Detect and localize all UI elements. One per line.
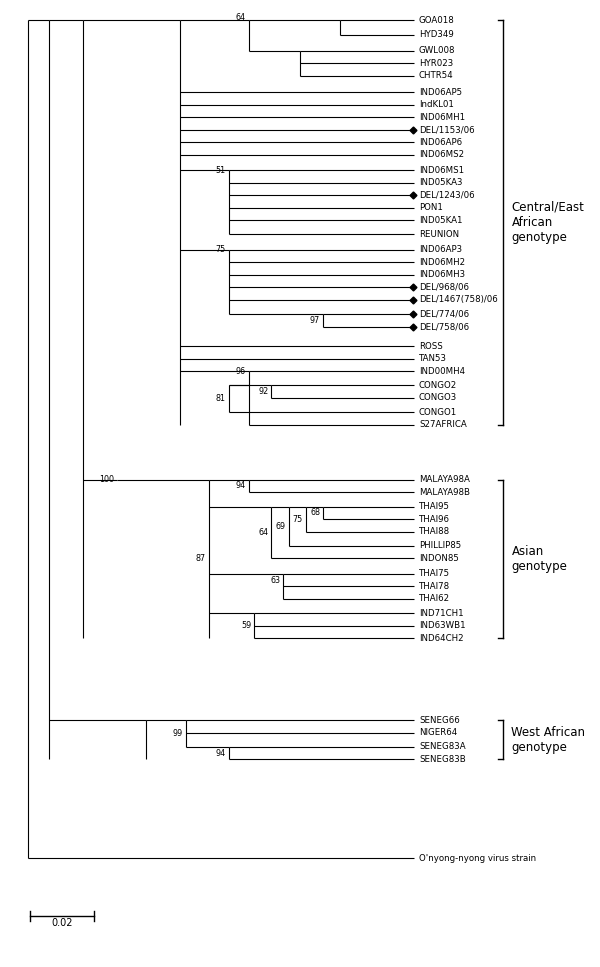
Text: 97: 97 <box>310 316 320 325</box>
Text: Central/East
African
genotype: Central/East African genotype <box>511 201 584 244</box>
Text: DEL/968/06: DEL/968/06 <box>419 283 469 292</box>
Text: DEL/758/06: DEL/758/06 <box>419 322 469 332</box>
Text: THAI96: THAI96 <box>419 514 450 523</box>
Text: SENEG83A: SENEG83A <box>419 743 466 751</box>
Text: IND06MH3: IND06MH3 <box>419 271 465 279</box>
Text: IND06AP5: IND06AP5 <box>419 88 462 97</box>
Text: IND05KA1: IND05KA1 <box>419 216 463 224</box>
Text: 94: 94 <box>215 748 226 758</box>
Text: THAI75: THAI75 <box>419 570 450 578</box>
Text: IND06MH1: IND06MH1 <box>419 113 465 122</box>
Text: DEL/1467(758)/06: DEL/1467(758)/06 <box>419 295 497 305</box>
Text: TAN53: TAN53 <box>419 354 447 363</box>
Text: 51: 51 <box>215 165 226 175</box>
Text: 81: 81 <box>215 395 226 403</box>
Text: 92: 92 <box>259 387 269 396</box>
Text: S27AFRICA: S27AFRICA <box>419 421 467 429</box>
Text: DEL/774/06: DEL/774/06 <box>419 309 469 319</box>
Text: THAI78: THAI78 <box>419 582 450 591</box>
Text: CONGO3: CONGO3 <box>419 394 457 402</box>
Text: IND06MS1: IND06MS1 <box>419 165 464 175</box>
Text: IND06MH2: IND06MH2 <box>419 258 465 267</box>
Text: 0.02: 0.02 <box>51 918 73 927</box>
Text: THAI88: THAI88 <box>419 527 450 536</box>
Text: SENEG83B: SENEG83B <box>419 755 466 764</box>
Text: GWL008: GWL008 <box>419 46 455 55</box>
Text: IndKL01: IndKL01 <box>419 101 454 109</box>
Text: SENEG66: SENEG66 <box>419 716 460 724</box>
Text: IND06AP6: IND06AP6 <box>419 137 462 147</box>
Text: IND63WB1: IND63WB1 <box>419 621 466 630</box>
Text: NIGER64: NIGER64 <box>419 728 457 737</box>
Text: 96: 96 <box>236 366 246 375</box>
Text: ROSS: ROSS <box>419 341 443 350</box>
Text: IND05KA3: IND05KA3 <box>419 178 463 187</box>
Text: CONGO1: CONGO1 <box>419 408 457 417</box>
Text: DEL/1243/06: DEL/1243/06 <box>419 190 475 199</box>
Text: REUNION: REUNION <box>419 230 459 239</box>
Text: 94: 94 <box>236 482 246 490</box>
Text: PHILLIP85: PHILLIP85 <box>419 542 461 550</box>
Text: 64: 64 <box>259 528 269 537</box>
Text: THAI95: THAI95 <box>419 502 450 512</box>
Text: 64: 64 <box>236 13 246 21</box>
Text: O'nyong-nyong virus strain: O'nyong-nyong virus strain <box>419 854 536 863</box>
Text: Asian
genotype: Asian genotype <box>511 545 568 573</box>
Text: 75: 75 <box>293 514 303 523</box>
Text: IND64CH2: IND64CH2 <box>419 633 464 643</box>
Text: CONGO2: CONGO2 <box>419 381 457 390</box>
Text: 59: 59 <box>241 621 251 630</box>
Text: PON1: PON1 <box>419 203 443 212</box>
Text: THAI62: THAI62 <box>419 595 450 603</box>
Text: 63: 63 <box>270 575 280 585</box>
Text: HYD349: HYD349 <box>419 30 454 39</box>
Text: IND06MS2: IND06MS2 <box>419 150 464 160</box>
Text: 68: 68 <box>310 509 320 517</box>
Text: IND06AP3: IND06AP3 <box>419 246 462 254</box>
Text: IND00MH4: IND00MH4 <box>419 366 465 375</box>
Text: IND71CH1: IND71CH1 <box>419 609 464 618</box>
Text: 100: 100 <box>99 475 114 484</box>
Text: DEL/1153/06: DEL/1153/06 <box>419 125 475 134</box>
Text: 75: 75 <box>215 246 226 254</box>
Text: West African
genotype: West African genotype <box>511 725 586 753</box>
Text: MALAYA98A: MALAYA98A <box>419 475 470 484</box>
Text: 69: 69 <box>275 522 286 531</box>
Text: GOA018: GOA018 <box>419 15 455 24</box>
Text: INDON85: INDON85 <box>419 554 459 563</box>
Text: CHTR54: CHTR54 <box>419 72 454 80</box>
Text: MALAYA98B: MALAYA98B <box>419 487 470 497</box>
Text: 99: 99 <box>173 729 183 738</box>
Text: HYR023: HYR023 <box>419 59 453 68</box>
Text: 87: 87 <box>196 554 206 564</box>
